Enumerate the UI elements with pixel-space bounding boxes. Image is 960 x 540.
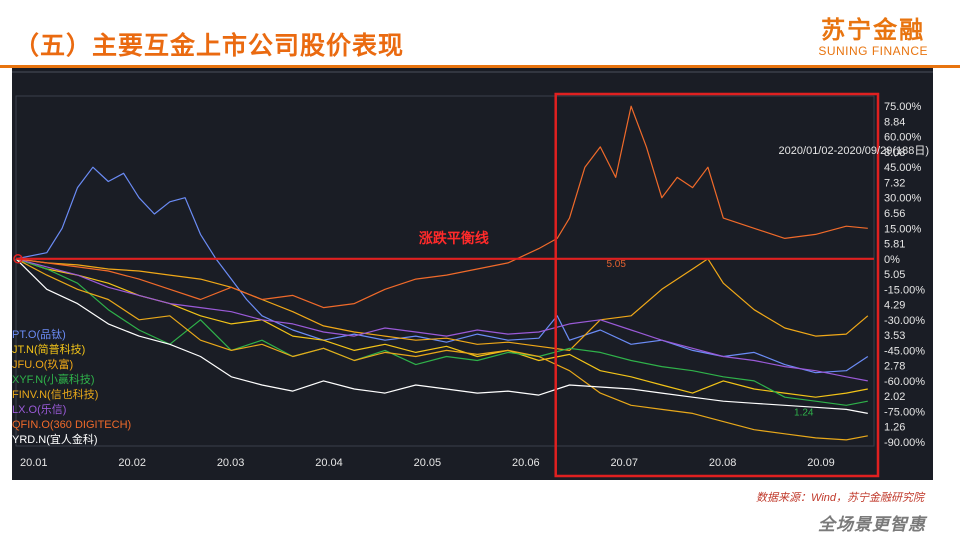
series-line <box>15 258 868 414</box>
date-range-readout[interactable]: 2020/01/02-2020/09/29(188日) <box>778 145 929 157</box>
x-tick-label: 20.04 <box>315 457 343 469</box>
page-title: （五）主要互金上市公司股价表现 <box>14 32 405 60</box>
slogan: 全场景更智惠 <box>818 515 926 534</box>
y-tick-label: -45.00% <box>884 345 925 357</box>
plot-frame <box>15 95 875 447</box>
y-tick-label: 0% <box>884 254 900 266</box>
y-tick-label: 45.00% <box>884 162 922 174</box>
brand-logo: 苏宁金融 SUNING FINANCE <box>818 17 928 59</box>
y-tick-label: -90.00% <box>884 437 925 449</box>
highlight-box <box>554 92 880 478</box>
y-price-label: 4.29 <box>884 300 905 312</box>
y-price-label: 7.32 <box>884 177 905 189</box>
series-line <box>15 166 869 374</box>
y-price-label: 2.02 <box>884 391 905 403</box>
legend-entry: QFIN.O(360 DIGITECH) <box>12 419 131 431</box>
zero-line-start-marker <box>13 254 23 264</box>
legend-entry: PT.O(品钛) <box>12 327 66 341</box>
y-price-label: 2.78 <box>884 361 905 373</box>
x-tick-label: 20.05 <box>414 457 442 469</box>
y-tick-label: -30.00% <box>884 315 925 327</box>
y-price-label: 8.84 <box>884 116 905 128</box>
y-tick-label: 15.00% <box>884 223 922 235</box>
y-tick-label: -75.00% <box>884 406 925 418</box>
y-tick-label: 30.00% <box>884 193 922 205</box>
y-tick-label: -60.00% <box>884 376 925 388</box>
legend-entry: FINV.N(信也科技) <box>12 387 98 401</box>
series-line <box>15 258 868 382</box>
logo-en: SUNING FINANCE <box>818 44 928 58</box>
legend-entry: JT.N(简普科技) <box>12 342 85 356</box>
source-note: 数据来源：Wind，苏宁金融研究院 <box>756 492 924 504</box>
x-tick-label: 20.01 <box>20 457 48 469</box>
y-price-label: 3.53 <box>884 330 905 342</box>
y-price-label: 6.56 <box>884 208 905 220</box>
stock-line-chart: 75.00% 60.00% 45.00% 30.00% 15.00% 0% -15.00% -… <box>12 71 933 478</box>
title-rule <box>0 65 960 68</box>
point-label: 1.24 <box>794 407 814 418</box>
logo-cn: 苏宁金融 <box>821 17 926 44</box>
legend-entry: YRD.N(宜人金科) <box>12 432 98 446</box>
x-tick-label: 20.06 <box>512 457 540 469</box>
series-line <box>15 258 868 406</box>
chart-panel: 2020/01/02-2020/09/29(188日) 75.00% 60.00%… <box>12 68 933 480</box>
y-tick-label: 75.00% <box>884 101 922 113</box>
y-price-label: 5.05 <box>884 269 905 281</box>
x-tick-label: 20.08 <box>709 457 737 469</box>
y-tick-label: -15.00% <box>884 284 925 296</box>
y-price-label: 1.26 <box>884 422 905 434</box>
series-line <box>15 258 868 441</box>
series-line <box>15 258 869 351</box>
x-tick-label: 20.09 <box>807 457 835 469</box>
x-tick-label: 20.02 <box>118 457 146 469</box>
y-tick-label: 60.00% <box>884 132 922 144</box>
zero-line-label: 涨跌平衡线 <box>419 230 489 246</box>
y-price-label: 5.81 <box>884 239 905 251</box>
x-tick-label: 20.03 <box>217 457 245 469</box>
legend-entry: LX.O(乐信) <box>12 403 66 416</box>
series-line <box>15 105 868 309</box>
x-tick-label: 20.07 <box>610 457 638 469</box>
legend-entry: JFU.O(玖富) <box>12 357 73 371</box>
y-price-label: 8.08 <box>884 147 905 159</box>
point-label: 5.05 <box>606 259 626 270</box>
legend-entry: XYF.N(小赢科技) <box>12 372 95 386</box>
series-line <box>15 258 868 398</box>
